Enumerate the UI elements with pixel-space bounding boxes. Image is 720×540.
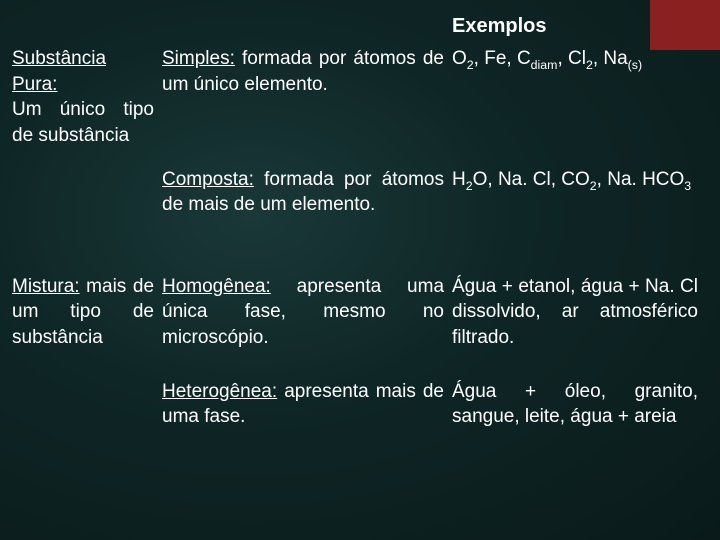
homogenea-title: Homogênea: [162, 276, 271, 297]
simples-examples: O2, Fe, Cdiam, Cl2, Na(s) [452, 44, 708, 149]
heterogenea-title: Heterogênea: [162, 381, 277, 402]
heterogenea-examples: Água + óleo, granito, sangue, leite, águ… [452, 379, 708, 430]
row-heterogenea: Heterogênea: apresenta mais de uma fase.… [12, 379, 708, 430]
composta-examples: H2O, Na. Cl, CO2, Na. HCO3 [452, 167, 708, 218]
composta-title: Composta: [162, 169, 254, 190]
corner-accent-block [650, 0, 720, 50]
mistura-title: Mistura: [12, 276, 80, 297]
row-composta: Composta: formada por átomos de mais de … [12, 167, 708, 218]
row-homogenea: Mistura: mais de um tipo de substância H… [12, 274, 708, 351]
substancia-pura-desc: Um único tipo de substância [12, 125, 154, 146]
substancia-pura-cell: Substância Pura: Um único tipo de substâ… [12, 44, 162, 149]
exemplos-header: Exemplos [452, 15, 546, 37]
composta-cell: Composta: formada por átomos de mais de … [162, 167, 452, 218]
homogenea-cell: Homogênea: apresenta uma única fase, mes… [162, 274, 452, 351]
header-row: Exemplos [12, 8, 708, 44]
simples-title: Simples: [162, 48, 235, 69]
heterogenea-cell: Heterogênea: apresenta mais de uma fase. [162, 379, 452, 430]
row-simples: Substância Pura: Um único tipo de substâ… [12, 44, 708, 149]
content-table: Exemplos Substância Pura: Um único tipo … [0, 0, 720, 540]
mistura-cell: Mistura: mais de um tipo de substância [12, 274, 162, 351]
substancia-pura-title: Substância Pura: [12, 48, 106, 95]
homogenea-examples: Água + etanol, água + Na. Cl dissolvido,… [452, 274, 708, 351]
simples-cell: Simples: formada por átomos de um único … [162, 44, 452, 149]
